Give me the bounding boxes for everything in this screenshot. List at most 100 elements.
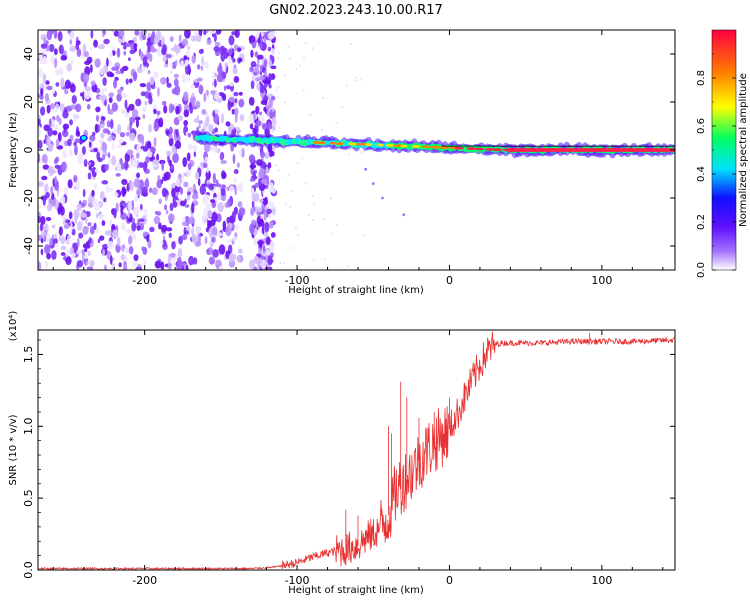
noise-speckle <box>249 223 255 234</box>
noise-speckle <box>166 150 172 157</box>
noise-speckle-sparse <box>363 150 366 153</box>
noise-speckle <box>233 178 237 183</box>
noise-speckle <box>38 118 41 124</box>
noise-speckle <box>142 56 148 67</box>
noise-speckle <box>133 178 141 188</box>
noise-speckle <box>47 143 54 152</box>
noise-speckle-sparse <box>277 56 280 59</box>
noise-speckle <box>151 45 155 53</box>
noise-speckle <box>162 100 167 106</box>
noise-speckle <box>200 48 204 53</box>
noise-speckle-sparse <box>295 68 298 71</box>
noise-speckle <box>225 121 231 127</box>
noise-speckle <box>228 35 235 46</box>
noise-speckle <box>263 237 266 245</box>
noise-speckle <box>66 63 72 72</box>
noise-speckle <box>153 36 160 44</box>
noise-speckle <box>42 73 47 84</box>
noise-speckle <box>91 189 95 197</box>
noise-speckle <box>196 77 203 82</box>
noise-speckle-sparse <box>326 264 329 267</box>
noise-speckle <box>213 78 217 88</box>
noise-speckle <box>270 231 276 238</box>
noise-speckle <box>82 225 89 235</box>
noise-speckle <box>125 78 129 85</box>
noise-speckle <box>203 194 211 202</box>
noise-speckle <box>265 236 271 245</box>
noise-speckle <box>218 265 224 270</box>
noise-speckle <box>264 151 270 160</box>
noise-speckle-sparse <box>301 157 304 160</box>
signal-trail-dot <box>402 213 406 217</box>
noise-speckle <box>120 109 128 115</box>
noise-speckle <box>80 212 88 218</box>
noise-speckle <box>251 164 255 170</box>
noise-speckle <box>178 173 182 180</box>
noise-speckle <box>70 59 74 66</box>
noise-speckle <box>154 210 159 215</box>
noise-speckle <box>250 208 254 216</box>
noise-speckle <box>135 266 142 270</box>
noise-speckle <box>149 226 155 233</box>
noise-speckle <box>161 187 168 198</box>
noise-speckle <box>177 115 184 122</box>
noise-speckle <box>133 254 139 262</box>
noise-speckle <box>157 86 160 97</box>
noise-speckle <box>201 108 207 115</box>
noise-speckle <box>272 125 276 131</box>
noise-speckle <box>258 75 265 81</box>
noise-speckle <box>49 237 53 246</box>
noise-speckle <box>264 221 270 233</box>
noise-speckle <box>160 240 164 246</box>
noise-speckle <box>176 260 183 270</box>
noise-speckle <box>89 260 95 267</box>
noise-speckle <box>191 234 198 244</box>
noise-speckle <box>65 219 71 224</box>
noise-speckle <box>53 48 58 55</box>
noise-speckle <box>248 259 256 270</box>
noise-speckle <box>87 250 91 257</box>
noise-speckle <box>46 203 53 212</box>
noise-speckle <box>87 222 92 227</box>
noise-speckle <box>203 92 207 103</box>
noise-speckle <box>67 179 73 189</box>
bottom-y-multiplier: (x10⁴) <box>8 311 19 342</box>
noise-speckle <box>160 77 167 85</box>
noise-speckle <box>213 32 217 43</box>
noise-speckle <box>93 39 99 48</box>
signal-peak <box>316 141 327 145</box>
noise-speckle <box>108 157 112 166</box>
noise-speckle <box>103 197 107 203</box>
top-y-ticks: -40 -20 0 20 40 <box>22 47 675 255</box>
top-y-tick-label: -40 <box>22 237 35 255</box>
noise-speckle <box>197 240 201 246</box>
noise-speckle <box>127 235 133 245</box>
noise-speckle <box>83 51 89 58</box>
noise-speckle <box>74 213 78 225</box>
noise-speckle <box>87 198 94 203</box>
noise-speckle <box>214 41 221 47</box>
noise-speckle <box>65 238 72 244</box>
top-x-ticks: -200 -100 0 100 <box>52 30 664 287</box>
snr-background <box>38 330 675 570</box>
noise-speckle <box>121 178 128 186</box>
noise-speckle <box>268 73 272 82</box>
noise-speckle <box>52 199 56 207</box>
noise-speckle <box>82 91 85 101</box>
noise-speckle <box>75 130 81 137</box>
noise-speckle <box>90 64 93 73</box>
noise-speckle <box>98 95 105 100</box>
noise-speckle <box>133 43 138 49</box>
noise-speckle <box>75 245 79 250</box>
noise-speckle <box>63 224 70 229</box>
noise-speckle <box>203 61 209 70</box>
noise-speckle <box>185 169 192 177</box>
noise-speckle <box>234 224 239 230</box>
noise-speckle <box>233 169 239 175</box>
noise-speckle <box>168 133 173 140</box>
noise-speckle <box>248 96 255 106</box>
noise-speckle <box>163 63 169 68</box>
noise-speckle <box>171 241 176 250</box>
noise-speckle <box>138 208 145 213</box>
noise-speckle <box>109 255 113 265</box>
